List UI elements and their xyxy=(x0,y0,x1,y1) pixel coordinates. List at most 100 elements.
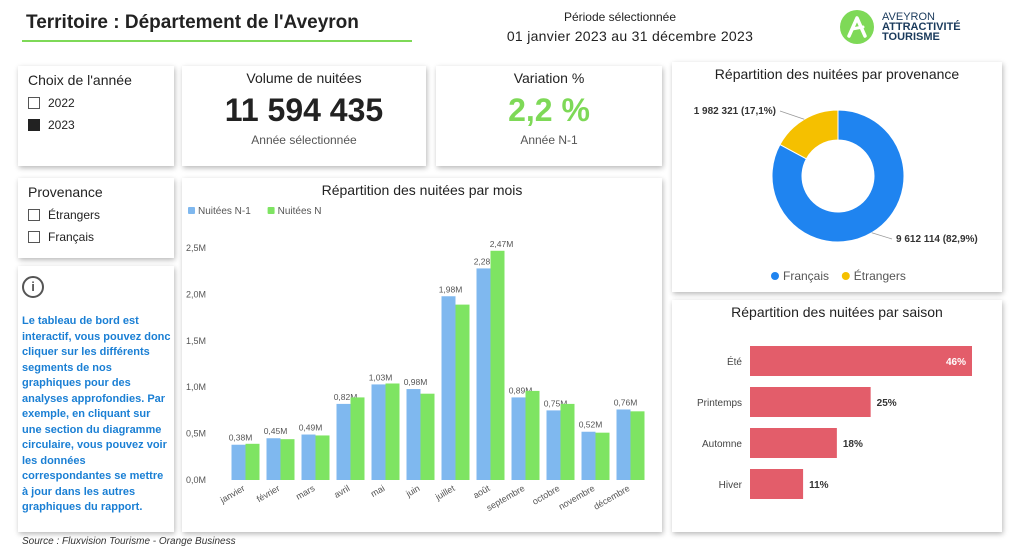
logo-line1: AVEYRON xyxy=(882,11,935,23)
period-label: Période sélectionnée xyxy=(563,10,677,24)
data-label: 2,28M xyxy=(474,256,498,266)
year-option-2022[interactable]: 2022 xyxy=(28,94,174,112)
info-card xyxy=(18,266,174,532)
checkbox-etrangers[interactable] xyxy=(28,209,40,221)
x-tick-label: septembre xyxy=(485,483,527,513)
bar-n1-octobre xyxy=(546,410,561,480)
logo-a-icon xyxy=(840,10,874,44)
x-tick-label: mai xyxy=(369,483,387,499)
season-bar-chart: Été 46% Printemps 25% Automne 18% Hiver 11% xyxy=(697,346,972,499)
data-label: 0,45M xyxy=(264,426,288,436)
data-label: 0,52M xyxy=(579,420,603,430)
provenance-option-etrangers[interactable]: Étrangers xyxy=(28,206,174,224)
x-tick-label: décembre xyxy=(592,483,632,512)
bar-n1-décembre xyxy=(616,409,631,480)
bar-n1-août xyxy=(476,268,491,480)
provenance-slicer: Provenance Étrangers Français xyxy=(18,178,174,258)
page-title: Territoire : Département de l'Aveyron xyxy=(26,12,359,33)
y-tick-label: 2,5M xyxy=(186,243,206,253)
bar-n-janvier xyxy=(245,443,260,480)
y-tick-label: 0,0M xyxy=(186,475,206,485)
season-chart-title: Répartition des nuitées par saison xyxy=(731,304,943,320)
bar-n-décembre xyxy=(630,411,645,480)
provenance-chart-card: Répartition des nuitées par provenance 9… xyxy=(672,62,1002,292)
provenance-option-francais[interactable]: Français xyxy=(28,228,174,246)
x-tick-label: avril xyxy=(332,483,351,500)
bar-n-juillet xyxy=(455,304,470,480)
info-text: Le tableau de bord est interactif, vous … xyxy=(22,315,171,513)
info-icon: i xyxy=(22,276,44,298)
checkbox-2022[interactable] xyxy=(28,97,40,109)
provenance-chart-title: Répartition des nuitées par provenance xyxy=(714,66,960,82)
bar-n-septembre xyxy=(525,390,540,480)
slice-label: 9 612 114 (82,9%) xyxy=(896,234,978,245)
provenance-donut-chart: 9 612 114 (82,9%) 1 982 321 (17,1%) França… xyxy=(694,106,978,283)
x-tick-label: août xyxy=(471,483,492,501)
legend-swatch xyxy=(188,207,195,214)
season-label: Automne xyxy=(702,439,742,450)
kpi-volume-sub: Année sélectionnée xyxy=(251,133,357,147)
provenance-option-label: Français xyxy=(48,230,95,244)
year-option-2023[interactable]: 2023 xyxy=(28,116,174,134)
checkbox-2023[interactable] xyxy=(28,119,40,131)
bar-n1-novembre xyxy=(581,431,596,480)
bar-n1-février xyxy=(266,438,281,480)
donut-slice-etrangers xyxy=(779,109,839,160)
data-label: 0,89M xyxy=(509,385,533,395)
bar-n-août xyxy=(490,250,505,480)
slice-label: 1 982 321 (17,1%) xyxy=(694,106,776,117)
bar-n-février xyxy=(280,439,295,480)
kpi-variation-title: Variation % xyxy=(513,70,585,86)
x-tick-label: novembre xyxy=(557,483,597,512)
season-value-label: 25% xyxy=(877,398,897,409)
logo-line2: ATTRACTIVITÉ xyxy=(882,21,961,33)
year-option-label: 2023 xyxy=(48,118,75,132)
data-label: 0,49M xyxy=(299,423,323,433)
bar-n1-janvier xyxy=(231,444,246,480)
bar-n1-septembre xyxy=(511,397,526,480)
brand-logo: AVEYRON ATTRACTIVITÉ TOURISME xyxy=(840,10,1020,44)
season-bar-3 xyxy=(750,469,804,499)
legend-swatch xyxy=(267,207,275,214)
bar-n1-juillet xyxy=(441,296,456,480)
logo-line3: TOURISME xyxy=(882,31,940,43)
legend-label: Nuitées N-1 xyxy=(198,206,251,217)
bar-n-juin xyxy=(420,393,435,480)
year-slicer-title: Choix de l'année xyxy=(28,72,132,88)
data-label: 0,38M xyxy=(229,433,253,443)
year-slicer: Choix de l'année 2022 2023 xyxy=(18,66,174,166)
donut-slice-francais xyxy=(771,109,905,243)
season-value-label: 18% xyxy=(843,439,863,450)
monthly-chart-title: Répartition des nuitées par mois xyxy=(321,182,523,198)
bar-n-novembre xyxy=(595,432,610,480)
data-label: 0,75M xyxy=(544,398,568,408)
checkbox-francais[interactable] xyxy=(28,231,40,243)
logo-text: AVEYRON ATTRACTIVITÉ TOURISME xyxy=(882,11,961,43)
y-tick-label: 2,0M xyxy=(186,289,206,299)
data-label: 1,98M xyxy=(439,284,463,294)
bar-n-mai xyxy=(385,383,400,480)
season-value-label: 46% xyxy=(946,357,966,368)
bar-n-mars xyxy=(315,435,330,480)
provenance-option-label: Étrangers xyxy=(48,208,101,222)
y-tick-label: 1,5M xyxy=(186,336,206,346)
monthly-chart: Nuitées N-1 Nuitées N 0,0M 0,5M 1,0M 1,5M 2,0M… xyxy=(186,206,645,513)
season-value-label: 11% xyxy=(809,480,829,491)
season-bar-2 xyxy=(750,428,837,458)
kpi-variation-card[interactable]: Variation % 2,2 % Année N-1 xyxy=(436,66,662,166)
legend-label: Étrangers xyxy=(854,268,906,283)
season-chart-card: Répartition des nuitées par saison Été 46… xyxy=(672,300,1002,532)
year-option-label: 2022 xyxy=(48,96,75,110)
season-bar-0 xyxy=(750,346,972,376)
provenance-slicer-title: Provenance xyxy=(28,184,103,200)
kpi-volume-card[interactable]: Volume de nuitées 11 594 435 Année sélec… xyxy=(182,66,426,166)
x-tick-label: février xyxy=(255,483,282,504)
y-tick-label: 0,5M xyxy=(186,429,206,439)
season-bar-1 xyxy=(750,387,871,417)
bar-n1-avril xyxy=(336,403,351,480)
data-label: 0,98M xyxy=(404,377,428,387)
kpi-variation-sub: Année N-1 xyxy=(520,133,578,147)
leader-line xyxy=(871,232,893,240)
data-label: 0,76M xyxy=(614,397,638,407)
x-tick-label: janvier xyxy=(218,483,247,505)
